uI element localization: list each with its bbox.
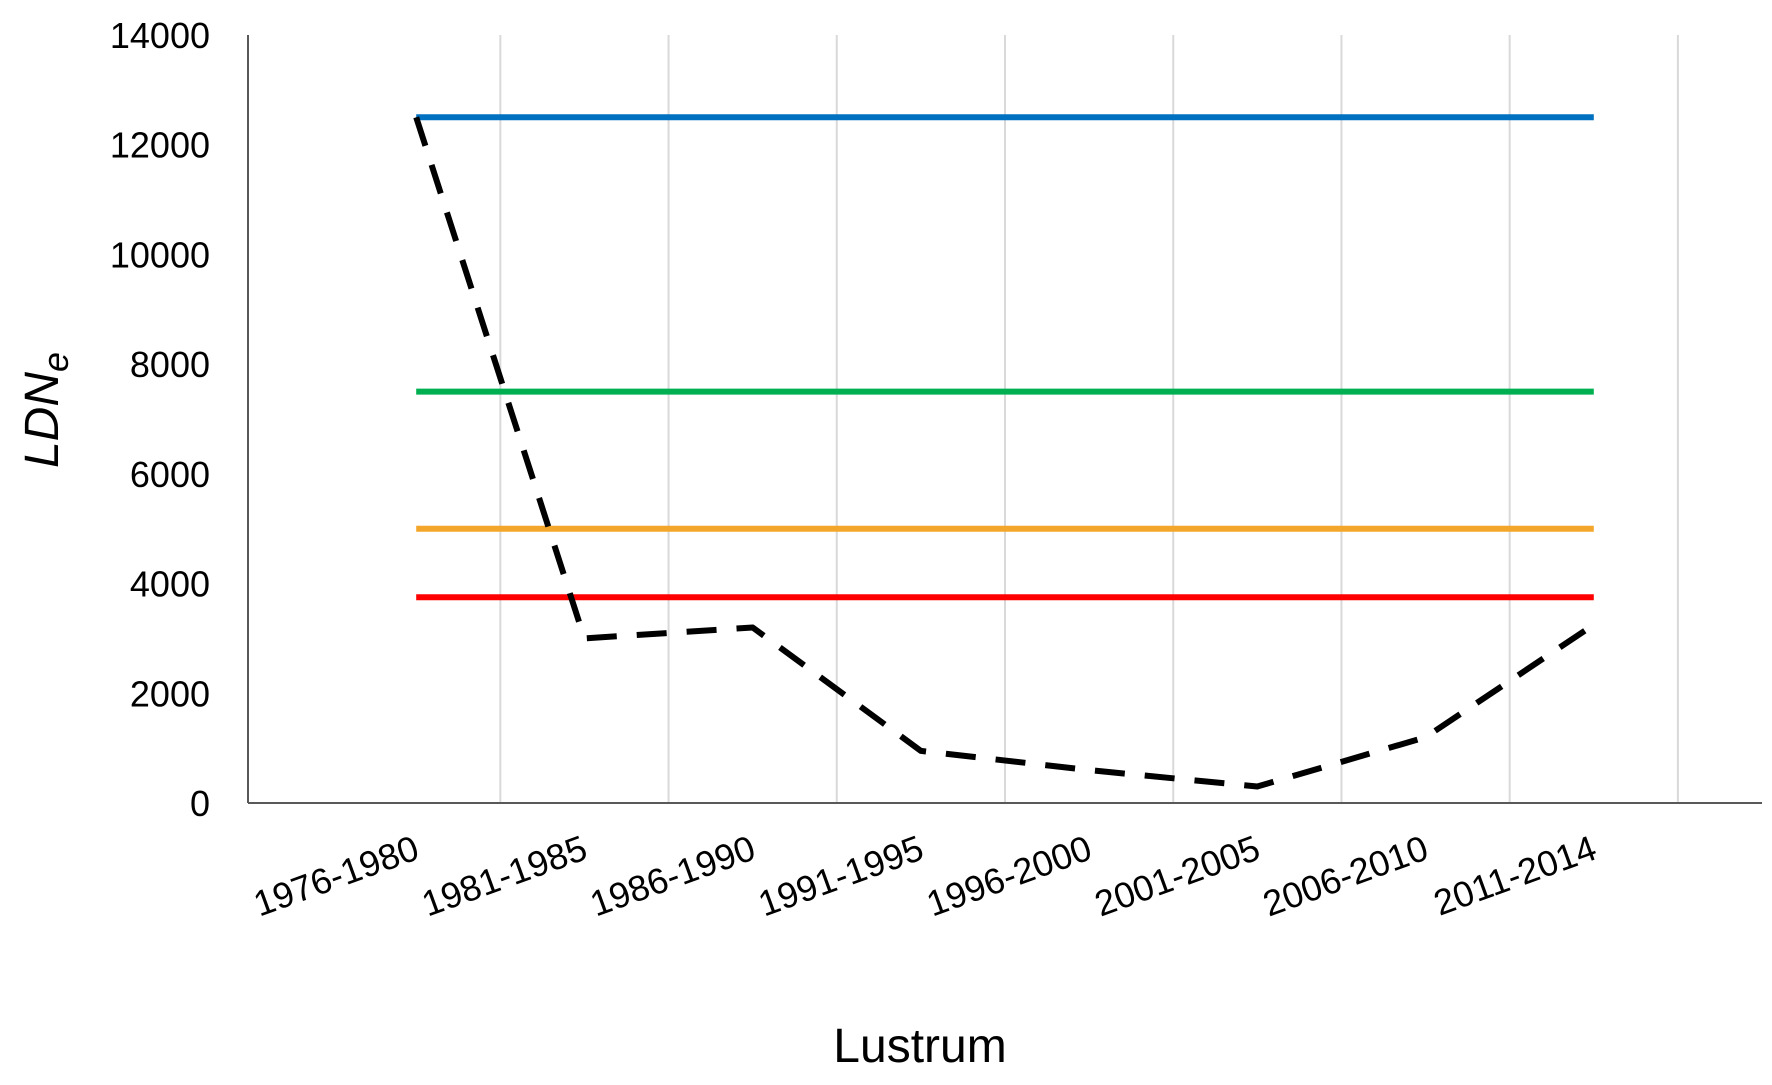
y-tick-label: 14000 — [110, 15, 210, 56]
y-tick-label: 6000 — [130, 454, 210, 495]
y-tick-labels: 0 2000 4000 6000 8000 10000 12000 14000 — [110, 15, 210, 824]
axes — [247, 35, 1762, 804]
y-tick-label: 4000 — [130, 564, 210, 605]
y-tick-label: 10000 — [110, 234, 210, 275]
x-tick-label: 1981-1985 — [416, 827, 592, 924]
x-tick-label: 2006-2010 — [1257, 827, 1433, 924]
y-axis-title: LDNe — [16, 352, 76, 468]
x-tick-label: 2011-2014 — [1428, 827, 1601, 923]
y-axis-title-main: LDN — [16, 372, 69, 468]
y-tick-label: 0 — [190, 783, 210, 824]
gridlines — [499, 35, 1679, 803]
x-tick-label: 1996-2000 — [921, 827, 1097, 924]
x-tick-label: 1991-1995 — [753, 827, 929, 924]
x-axis-title: Lustrum — [833, 1020, 1006, 1073]
series-lines — [413, 114, 1596, 790]
y-tick-label: 2000 — [130, 673, 210, 714]
x-tick-label: 2001-2005 — [1089, 827, 1265, 924]
x-tick-label: 1976-1980 — [248, 827, 424, 924]
y-axis-title-subscript: e — [35, 352, 76, 372]
y-tick-label: 8000 — [130, 344, 210, 385]
series-line-5 — [413, 116, 1596, 790]
x-tick-label: 1986-1990 — [585, 827, 761, 924]
y-tick-label: 12000 — [110, 125, 210, 166]
x-tick-labels: 1976-19801981-19851986-19901991-19951996… — [248, 827, 1601, 924]
